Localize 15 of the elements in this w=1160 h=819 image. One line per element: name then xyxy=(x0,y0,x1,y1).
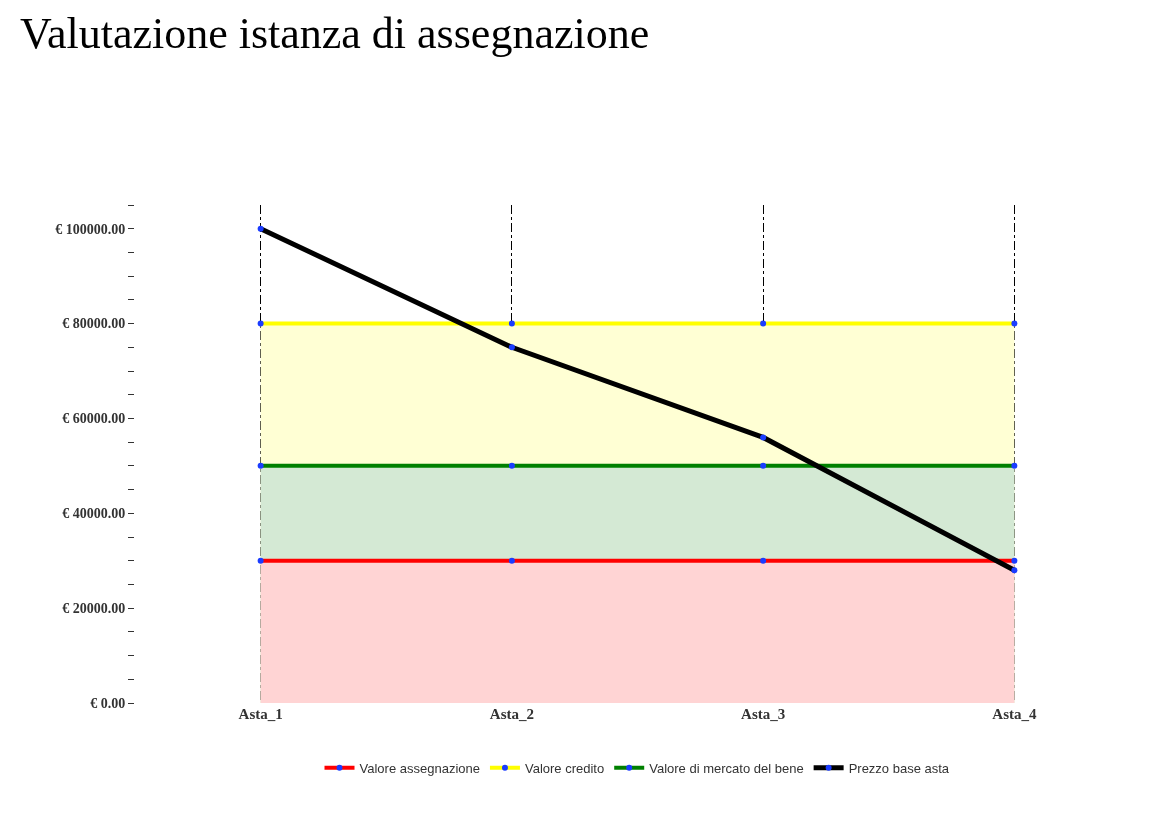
legend-label: Valore assegnazione xyxy=(359,760,480,776)
y-tick-label: € 100000.00 xyxy=(55,221,126,237)
chart-title: Valutazione istanza di assegnazione xyxy=(20,8,650,59)
y-tick-label: € 60000.00 xyxy=(62,411,126,427)
legend-label: Prezzo base asta xyxy=(848,760,950,776)
x-tick-label: Asta_2 xyxy=(489,706,534,722)
x-tick-label: Asta_3 xyxy=(741,706,786,722)
x-tick-label: Asta_4 xyxy=(992,706,1037,722)
y-tick-label: € 80000.00 xyxy=(62,316,126,332)
y-tick-label: € 20000.00 xyxy=(62,601,126,617)
legend-label: Valore credito xyxy=(524,760,605,776)
legend-label: Valore di mercato del bene xyxy=(649,760,804,776)
y-tick-label: € 0.00 xyxy=(90,695,126,711)
x-tick-label: Asta_1 xyxy=(238,706,283,722)
y-tick-label: € 40000.00 xyxy=(62,506,126,522)
